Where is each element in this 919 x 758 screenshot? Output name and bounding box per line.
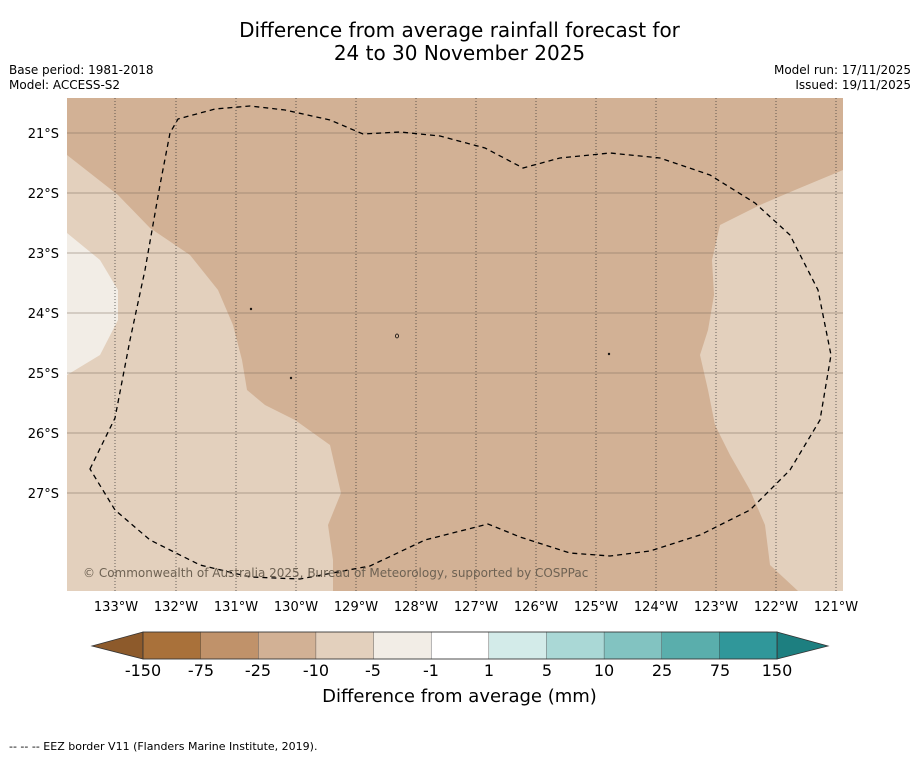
colorbar-tick-label: -1 bbox=[423, 661, 439, 680]
lon-label: 126°W bbox=[514, 600, 558, 615]
east-dry-region bbox=[700, 170, 843, 591]
colorbar: -150 -75 -25 -10 -5 -1 1 5 10 25 75 150 bbox=[90, 631, 830, 680]
latitude-labels: 21°S 22°S 23°S 24°S 25°S 26°S 27°S bbox=[28, 127, 59, 502]
colorbar-bin bbox=[546, 631, 605, 660]
chart-title: Difference from average rainfall forecas… bbox=[0, 19, 919, 65]
islands bbox=[249, 307, 611, 380]
lon-label: 122°W bbox=[754, 600, 798, 615]
lat-label: 24°S bbox=[28, 307, 59, 322]
lon-label: 131°W bbox=[214, 600, 258, 615]
colorbar-tick-label: 150 bbox=[762, 661, 793, 680]
colorbar-high-extend bbox=[776, 631, 830, 660]
lon-label: 128°W bbox=[394, 600, 438, 615]
latitude-gridlines bbox=[67, 132, 843, 494]
colorbar-bin bbox=[373, 631, 432, 660]
lat-label: 21°S bbox=[28, 127, 59, 142]
model-name: Model: ACCESS-S2 bbox=[9, 78, 121, 92]
lat-label: 27°S bbox=[28, 487, 59, 502]
lat-label: 25°S bbox=[28, 367, 59, 382]
lon-label: 130°W bbox=[274, 600, 318, 615]
colorbar-bin bbox=[315, 631, 375, 660]
colorbar-bin bbox=[142, 631, 202, 660]
colorbar-bin bbox=[200, 631, 259, 660]
lon-label: 124°W bbox=[634, 600, 678, 615]
colorbar-tick-label: -150 bbox=[125, 661, 161, 680]
lon-label: 132°W bbox=[154, 600, 198, 615]
colorbar-tick-label: 5 bbox=[542, 661, 552, 680]
colorbar-bin bbox=[661, 631, 721, 660]
lon-label: 127°W bbox=[454, 600, 498, 615]
lon-label: 121°W bbox=[814, 600, 858, 615]
base-info: Base period: 1981-2018 Model: ACCESS-S2 bbox=[9, 63, 154, 93]
lon-label: 123°W bbox=[694, 600, 738, 615]
run-info: Model run: 17/11/2025 Issued: 19/11/2025 bbox=[774, 63, 911, 93]
lon-label: 125°W bbox=[574, 600, 618, 615]
lon-label: 133°W bbox=[94, 600, 138, 615]
colorbar-bin bbox=[488, 631, 548, 660]
colorbar-bin bbox=[603, 631, 663, 660]
title-line-1: Difference from average rainfall forecas… bbox=[239, 18, 680, 42]
colorbar-bin bbox=[258, 631, 317, 660]
colorbar-tick-label: 1 bbox=[484, 661, 494, 680]
base-period: Base period: 1981-2018 bbox=[9, 63, 154, 77]
colorbar-low-extend bbox=[90, 631, 144, 660]
eez-legend: -- -- -- EEZ border V11 (Flanders Marine… bbox=[9, 740, 318, 753]
colorbar-tick-label: 25 bbox=[652, 661, 672, 680]
colorbar-tick-label: 10 bbox=[594, 661, 614, 680]
colorbar-frame bbox=[142, 631, 778, 660]
lat-label: 23°S bbox=[28, 247, 59, 262]
colorbar-tick-label: -25 bbox=[245, 661, 271, 680]
colorbar-bin bbox=[430, 631, 490, 660]
lat-label: 26°S bbox=[28, 427, 59, 442]
copyright-notice: © Commonwealth of Australia 2025, Bureau… bbox=[83, 566, 588, 580]
colorbar-tick-labels: -150 -75 -25 -10 -5 -1 1 5 10 25 75 150 bbox=[125, 661, 792, 680]
colorbar-bins bbox=[142, 631, 778, 660]
map-panel: © Commonwealth of Australia 2025, Bureau… bbox=[67, 98, 843, 591]
colorbar-title: Difference from average (mm) bbox=[322, 686, 597, 707]
west-lightest-region bbox=[67, 233, 118, 375]
colorbar-tick-label: -10 bbox=[303, 661, 329, 680]
longitude-gridlines bbox=[114, 98, 837, 591]
longitude-labels: 133°W 132°W 131°W 130°W 129°W 128°W 127°… bbox=[94, 600, 858, 615]
colorbar-bin bbox=[719, 631, 778, 660]
eez-border bbox=[89, 105, 832, 580]
lon-label: 129°W bbox=[334, 600, 378, 615]
colorbar-tick-label: 75 bbox=[710, 661, 730, 680]
lat-label: 22°S bbox=[28, 187, 59, 202]
model-run: Model run: 17/11/2025 bbox=[773, 63, 911, 77]
colorbar-tick-label: -75 bbox=[188, 661, 214, 680]
issued-date: Issued: 19/11/2025 bbox=[795, 78, 911, 92]
colorbar-tick-label: -5 bbox=[365, 661, 381, 680]
title-line-2: 24 to 30 November 2025 bbox=[333, 41, 586, 65]
